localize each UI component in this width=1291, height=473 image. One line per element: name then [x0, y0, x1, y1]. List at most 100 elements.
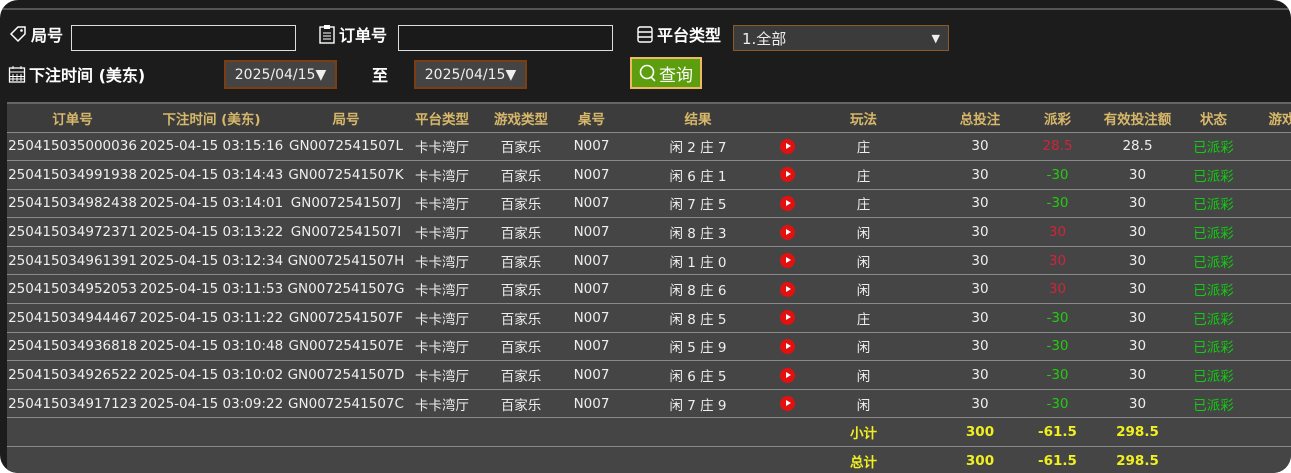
- replay-cell: [778, 189, 797, 219]
- valid-cell: 30: [1085, 360, 1190, 390]
- table-row: 250415034917123 2025-04-15 03:09:22 GN0072…: [7, 389, 1291, 419]
- column-header: 状态: [1190, 102, 1237, 133]
- payout-cell: 30: [1030, 217, 1085, 247]
- order-cell: 250415034991938: [7, 160, 138, 190]
- play-video-icon[interactable]: [780, 338, 795, 354]
- payout-cell: -30: [1030, 303, 1085, 333]
- play-video-icon[interactable]: [780, 281, 795, 297]
- table-row: 250415034991938 2025-04-15 03:14:43 GN0072…: [7, 160, 1291, 190]
- order-cell: 250415034972371: [7, 217, 138, 247]
- status-cell: 已派彩: [1190, 274, 1237, 305]
- result-cell: 闲 8 庄 6: [618, 274, 778, 305]
- empty-cell: [285, 446, 407, 473]
- platform-cell: 卡卡湾厅: [407, 246, 477, 276]
- column-header: 桌号: [565, 102, 618, 133]
- time-cell: 2025-04-15 03:11:22: [138, 303, 285, 333]
- round-cell: GN0072541507L: [285, 132, 407, 162]
- table-header: 订单号 下注时间 (美东) 局号 平台类型 游戏类型 桌号 结果 玩法 总投注 派彩 有效投注额 状态…: [7, 102, 1291, 133]
- column-header: 平台类型: [407, 102, 477, 133]
- round-input[interactable]: [71, 25, 296, 51]
- round-cell: GN0072541507J: [285, 189, 407, 219]
- status-cell: 已派彩: [1190, 246, 1237, 276]
- play-video-icon[interactable]: [780, 195, 795, 211]
- play-cell: 闲: [797, 389, 930, 419]
- replay-cell: [778, 160, 797, 190]
- replay-cell: [778, 274, 797, 305]
- round-cell: GN0072541507K: [285, 160, 407, 190]
- empty-cell: [1237, 446, 1291, 473]
- dropdown-arrow-icon: ▼: [931, 31, 940, 45]
- payout-cell: -30: [1030, 189, 1085, 219]
- table-cell: N007: [565, 217, 618, 247]
- query-button-label: 查询: [659, 65, 693, 86]
- empty-cell: [1237, 417, 1291, 448]
- order-input[interactable]: [398, 25, 613, 51]
- column-header: 游戏: [1237, 102, 1291, 133]
- play-video-icon[interactable]: [780, 138, 795, 154]
- tag-icon: [9, 26, 26, 43]
- table-cell: N007: [565, 389, 618, 419]
- total-row: 总计 300 -61.5 298.5: [7, 446, 1291, 473]
- round-label-text: 局号: [31, 26, 64, 45]
- total-bet: 300: [930, 446, 1030, 473]
- play-video-icon[interactable]: [780, 253, 795, 269]
- time-cell: 2025-04-15 03:14:43: [138, 160, 285, 190]
- play-video-icon[interactable]: [780, 396, 795, 412]
- subtotal-payout: -61.5: [1030, 417, 1085, 448]
- total-label: 总计: [797, 446, 930, 473]
- valid-cell: 30: [1085, 189, 1190, 219]
- query-button[interactable]: 查询: [630, 57, 702, 89]
- empty-cell: [407, 446, 477, 473]
- time-cell: 2025-04-15 03:14:01: [138, 189, 285, 219]
- date-to-select[interactable]: 2025/04/15▼: [414, 60, 527, 89]
- table-row: 250415034952053 2025-04-15 03:11:53 GN0072…: [7, 274, 1291, 305]
- payout-cell: -30: [1030, 332, 1085, 362]
- total-payout: -61.5: [1030, 446, 1085, 473]
- round-cell: GN0072541507D: [285, 360, 407, 390]
- play-cell: 闲: [797, 246, 930, 276]
- play-video-icon[interactable]: [780, 224, 795, 240]
- round-cell: GN0072541507F: [285, 303, 407, 333]
- column-header: 订单号: [7, 102, 138, 133]
- play-video-icon[interactable]: [780, 167, 795, 183]
- table-cell: N007: [565, 246, 618, 276]
- date-from-select[interactable]: 2025/04/15▼: [224, 60, 337, 89]
- platform-cell: 卡卡湾厅: [407, 132, 477, 162]
- bet-cell: 30: [930, 274, 1030, 305]
- payout-cell: 28.5: [1030, 132, 1085, 162]
- valid-cell: 30: [1085, 303, 1190, 333]
- empty-cell: [138, 417, 285, 448]
- platform-select[interactable]: 1.全部 ▼: [733, 25, 949, 51]
- round-cell: GN0072541507I: [285, 217, 407, 247]
- replay-cell: [778, 332, 797, 362]
- to-label: 至: [372, 66, 389, 85]
- server-list-icon: [637, 26, 653, 43]
- game-cell: 百家乐: [477, 217, 565, 247]
- bet-cell: 30: [930, 303, 1030, 333]
- order-cell: 250415034917123: [7, 389, 138, 419]
- payout-cell: -30: [1030, 160, 1085, 190]
- table-row: 250415034936818 2025-04-15 03:10:48 GN0072…: [7, 332, 1291, 362]
- replay-cell: [778, 303, 797, 333]
- status-cell: 已派彩: [1190, 160, 1237, 190]
- time-label: 下注时间 (美东): [8, 62, 145, 86]
- play-cell: 闲: [797, 332, 930, 362]
- table-row: 250415034961391 2025-04-15 03:12:34 GN0072…: [7, 246, 1291, 276]
- bet-records-table: 订单号 下注时间 (美东) 局号 平台类型 游戏类型 桌号 结果 玩法 总投注 派彩 有效投注额 状态…: [7, 102, 1291, 473]
- bet-cell: 30: [930, 217, 1030, 247]
- replay-cell: [778, 360, 797, 390]
- empty-cell: [1237, 274, 1291, 305]
- table-cell: N007: [565, 332, 618, 362]
- empty-cell: [477, 417, 565, 448]
- play-video-icon[interactable]: [780, 310, 795, 326]
- column-header: 有效投注额: [1085, 102, 1190, 133]
- column-header: 派彩: [1030, 102, 1085, 133]
- game-cell: 百家乐: [477, 360, 565, 390]
- payout-cell: -30: [1030, 360, 1085, 390]
- round-cell: GN0072541507H: [285, 246, 407, 276]
- order-cell: 250415034936818: [7, 332, 138, 362]
- play-video-icon[interactable]: [780, 367, 795, 383]
- empty-cell: [7, 446, 138, 473]
- table-cell: N007: [565, 160, 618, 190]
- result-cell: 闲 7 庄 5: [618, 189, 778, 219]
